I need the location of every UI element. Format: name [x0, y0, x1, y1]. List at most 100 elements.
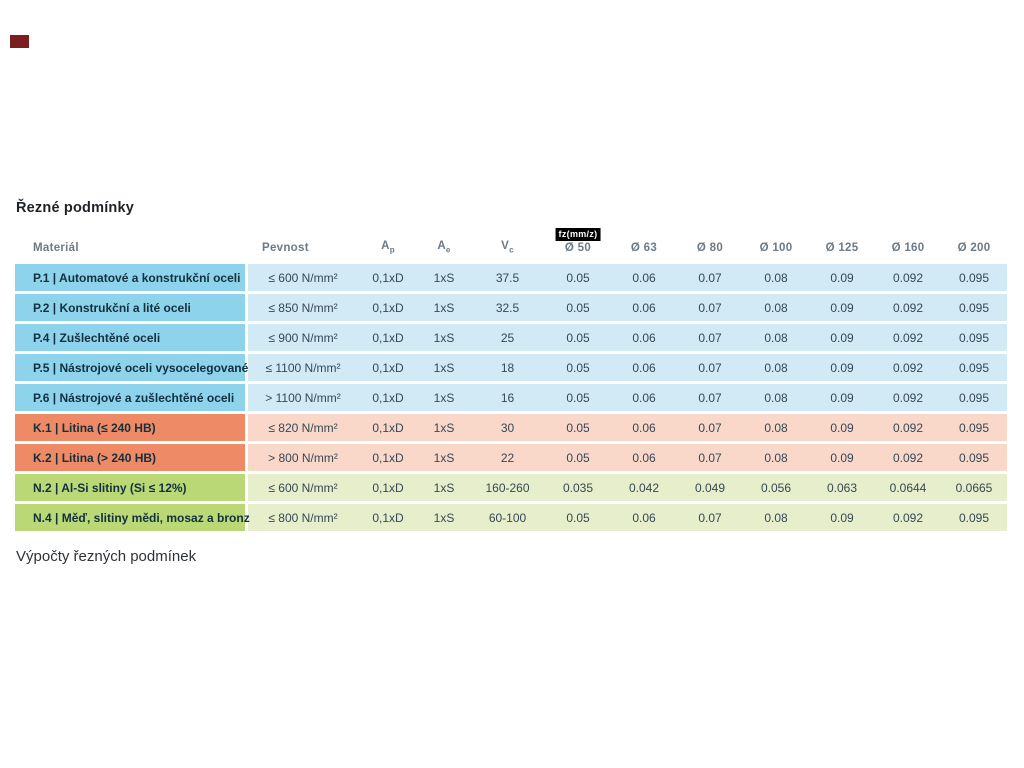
fz-cell: 0.092: [875, 414, 941, 441]
col-header-d63: Ø 63: [611, 234, 677, 261]
pevnost-cell: ≤ 600 N/mm²: [248, 474, 358, 501]
fz-cell: 0.07: [677, 444, 743, 471]
material-cell: P.1 | Automatové a konstrukční oceli: [15, 264, 248, 291]
ae-cell: 1xS: [418, 414, 470, 441]
vc-cell: 18: [470, 354, 545, 381]
pevnost-cell: > 800 N/mm²: [248, 444, 358, 471]
pevnost-cell: ≤ 900 N/mm²: [248, 324, 358, 351]
vc-label: V: [501, 240, 510, 253]
col-header-d160: Ø 160: [875, 234, 941, 261]
pevnost-cell: ≤ 850 N/mm²: [248, 294, 358, 321]
ap-cell: 0,1xD: [358, 414, 418, 441]
ap-cell: 0,1xD: [358, 474, 418, 501]
table-row: P.2 | Konstrukční a lité oceli ≤ 850 N/m…: [15, 294, 1007, 321]
col-header-material: Materiál: [15, 234, 248, 261]
fz-cell: 0.05: [545, 444, 611, 471]
table-row: P.6 | Nástrojové a zušlechtěné oceli > 1…: [15, 384, 1007, 411]
fz-cell: 0.056: [743, 474, 809, 501]
material-cell: P.5 | Nástrojové oceli vysocelegované: [15, 354, 248, 381]
fz-unit-badge: fz(mm/z): [555, 228, 601, 241]
fz-cell: 0.07: [677, 354, 743, 381]
ap-cell: 0,1xD: [358, 444, 418, 471]
col-header-d200: Ø 200: [941, 234, 1007, 261]
ae-cell: 1xS: [418, 384, 470, 411]
fz-cell: 0.07: [677, 384, 743, 411]
fz-cell: 0.092: [875, 504, 941, 531]
ap-subscript: p: [389, 245, 395, 255]
table-row: K.1 | Litina (≤ 240 HB) ≤ 820 N/mm² 0,1x…: [15, 414, 1007, 441]
fz-cell: 0.095: [941, 264, 1007, 291]
fz-cell: 0.09: [809, 414, 875, 441]
fz-cell: 0.09: [809, 444, 875, 471]
fz-cell: 0.035: [545, 474, 611, 501]
ap-cell: 0,1xD: [358, 264, 418, 291]
material-cell: K.2 | Litina (> 240 HB): [15, 444, 248, 471]
fz-cell: 0.095: [941, 354, 1007, 381]
fz-cell: 0.09: [809, 504, 875, 531]
fz-cell: 0.07: [677, 414, 743, 441]
fz-cell: 0.07: [677, 324, 743, 351]
fz-cell: 0.0644: [875, 474, 941, 501]
fz-cell: 0.08: [743, 414, 809, 441]
fz-cell: 0.09: [809, 264, 875, 291]
pevnost-cell: ≤ 820 N/mm²: [248, 414, 358, 441]
ae-label: A: [437, 240, 446, 253]
vc-cell: 60-100: [470, 504, 545, 531]
pevnost-cell: > 1100 N/mm²: [248, 384, 358, 411]
ap-label: A: [381, 240, 390, 253]
fz-cell: 0.08: [743, 264, 809, 291]
fz-cell: 0.09: [809, 294, 875, 321]
ap-cell: 0,1xD: [358, 294, 418, 321]
col-header-d50: fz(mm/z) Ø 50: [545, 228, 611, 261]
col-header-d80: Ø 80: [677, 234, 743, 261]
cutting-conditions-table-wrap: Materiál Pevnost Ap Ae Vc fz(mm/z) Ø 50 Ø…: [15, 228, 1007, 534]
fz-cell: 0.042: [611, 474, 677, 501]
fz-cell: 0.095: [941, 324, 1007, 351]
fz-cell: 0.095: [941, 294, 1007, 321]
fz-cell: 0.09: [809, 324, 875, 351]
ae-cell: 1xS: [418, 444, 470, 471]
vc-cell: 25: [470, 324, 545, 351]
ap-cell: 0,1xD: [358, 354, 418, 381]
fz-cell: 0.07: [677, 264, 743, 291]
fz-cell: 0.092: [875, 384, 941, 411]
fz-cell: 0.09: [809, 384, 875, 411]
vc-subscript: c: [509, 245, 514, 255]
fz-cell: 0.092: [875, 324, 941, 351]
fz-cell: 0.063: [809, 474, 875, 501]
cutting-conditions-table: Materiál Pevnost Ap Ae Vc fz(mm/z) Ø 50 Ø…: [15, 228, 1007, 534]
fz-cell: 0.06: [611, 264, 677, 291]
d50-label: Ø 50: [564, 241, 592, 254]
vc-cell: 160-260: [470, 474, 545, 501]
material-cell: K.1 | Litina (≤ 240 HB): [15, 414, 248, 441]
fz-cell: 0.08: [743, 444, 809, 471]
fz-cell: 0.06: [611, 414, 677, 441]
fz-cell: 0.08: [743, 354, 809, 381]
material-cell: P.2 | Konstrukční a lité oceli: [15, 294, 248, 321]
fz-cell: 0.05: [545, 504, 611, 531]
ae-subscript: e: [445, 245, 451, 255]
table-row: P.1 | Automatové a konstrukční oceli ≤ 6…: [15, 264, 1007, 291]
section-footer-title: Výpočty řezných podmínek: [16, 548, 197, 565]
pevnost-cell: ≤ 600 N/mm²: [248, 264, 358, 291]
fz-cell: 0.095: [941, 444, 1007, 471]
material-cell: P.6 | Nástrojové a zušlechtěné oceli: [15, 384, 248, 411]
col-header-pevnost: Pevnost: [248, 234, 358, 261]
material-cell: N.2 | Al-Si slitiny (Si ≤ 12%): [15, 474, 248, 501]
vc-cell: 37.5: [470, 264, 545, 291]
fz-cell: 0.095: [941, 414, 1007, 441]
fz-cell: 0.07: [677, 294, 743, 321]
fz-cell: 0.07: [677, 504, 743, 531]
fz-cell: 0.049: [677, 474, 743, 501]
vc-cell: 30: [470, 414, 545, 441]
table-row: P.4 | Zušlechtěné oceli ≤ 900 N/mm² 0,1x…: [15, 324, 1007, 351]
pevnost-cell: ≤ 1100 N/mm²: [248, 354, 358, 381]
fz-cell: 0.06: [611, 324, 677, 351]
col-header-vc: Vc: [470, 234, 545, 261]
fz-cell: 0.092: [875, 294, 941, 321]
col-header-ae: Ae: [418, 234, 470, 261]
material-cell: N.4 | Měď, slitiny mědi, mosaz a bronz: [15, 504, 250, 531]
table-row: P.5 | Nástrojové oceli vysocelegované ≤ …: [15, 354, 1007, 381]
fz-cell: 0.08: [743, 384, 809, 411]
table-body: P.1 | Automatové a konstrukční oceli ≤ 6…: [15, 264, 1007, 531]
